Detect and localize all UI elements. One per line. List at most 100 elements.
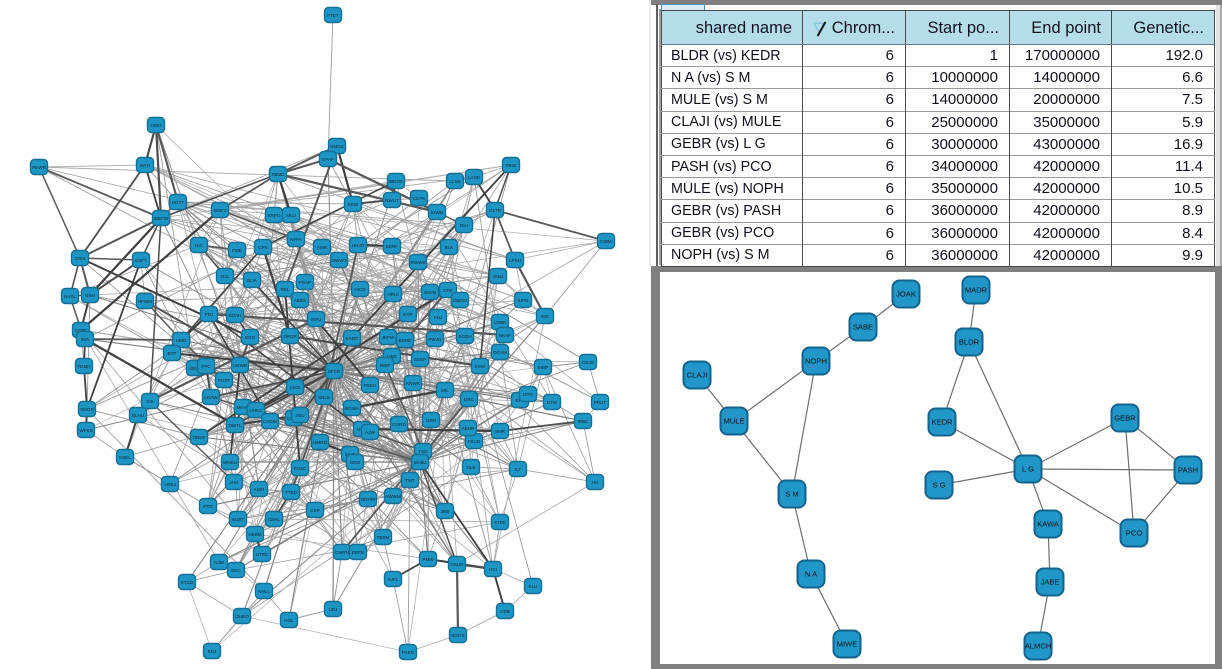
svg-text:BLHU: BLHU: [132, 413, 144, 418]
svg-text:KNWK: KNWK: [406, 381, 421, 386]
svg-text:HIC: HIC: [195, 243, 204, 248]
svg-text:PAKG: PAKG: [402, 650, 415, 655]
svg-text:EPAF: EPAF: [322, 157, 334, 162]
svg-text:PMW: PMW: [422, 557, 434, 562]
svg-text:EAP: EAP: [403, 312, 412, 317]
svg-text:AWWM: AWWM: [385, 494, 401, 499]
svg-text:BSRD: BSRD: [399, 338, 412, 343]
svg-text:S G: S G: [932, 481, 945, 490]
svg-text:ILT: ILT: [515, 467, 521, 472]
svg-text:HGL: HGL: [284, 618, 294, 623]
svg-text:HMRD: HMRD: [313, 440, 327, 445]
svg-text:UKWB: UKWB: [233, 363, 247, 368]
svg-text:MULE: MULE: [723, 417, 744, 426]
svg-text:FSUO: FSUO: [468, 439, 481, 444]
svg-text:IMA: IMA: [81, 337, 90, 342]
svg-text:JOAK: JOAK: [896, 290, 916, 299]
svg-text:NOPH: NOPH: [805, 357, 827, 366]
svg-text:CDB: CDB: [500, 609, 510, 614]
svg-text:TDMH: TDMH: [77, 364, 90, 369]
svg-text:RBIF: RBIF: [380, 363, 391, 368]
svg-text:LOBK: LOBK: [494, 320, 507, 325]
svg-text:PRUT: PRUT: [594, 400, 607, 405]
svg-text:AJW: AJW: [365, 430, 375, 435]
svg-text:DIU: DIU: [460, 223, 468, 228]
svg-text:GRH: GRH: [426, 418, 436, 423]
svg-text:EAMT: EAMT: [346, 336, 359, 341]
svg-text:NSN: NSN: [85, 293, 95, 298]
svg-text:DPG: DPG: [523, 392, 533, 397]
svg-text:PCO: PCO: [1126, 529, 1143, 538]
svg-text:DWOU: DWOU: [453, 298, 468, 303]
svg-text:OWWT: OWWT: [331, 258, 346, 263]
svg-text:SMR: SMR: [495, 429, 506, 434]
svg-text:EKC: EKC: [231, 568, 241, 573]
svg-text:MADR: MADR: [965, 286, 988, 295]
svg-text:TMT: TMT: [405, 478, 415, 483]
svg-text:HFWM: HFWM: [138, 299, 152, 304]
svg-text:MUJ: MUJ: [286, 213, 295, 218]
svg-text:CFE: CFE: [443, 288, 452, 293]
svg-text:IRBC: IRBC: [578, 419, 590, 424]
svg-text:OGAM: OGAM: [493, 350, 507, 355]
svg-text:LAND: LAND: [468, 175, 481, 180]
svg-text:JGU: JGU: [295, 413, 304, 418]
svg-text:STEK: STEK: [494, 520, 507, 525]
svg-text:CKP: CKP: [310, 508, 319, 513]
svg-text:BOWA: BOWA: [345, 406, 360, 411]
svg-text:FPC: FPC: [201, 364, 211, 369]
svg-text:SFCR: SFCR: [328, 369, 341, 374]
svg-text:KEDR: KEDR: [931, 418, 953, 427]
svg-text:LKOI: LKOI: [290, 385, 300, 390]
svg-text:KKW: KKW: [348, 202, 359, 207]
svg-text:NNLL: NNLL: [258, 589, 270, 594]
svg-text:MIL: MIL: [441, 388, 449, 393]
svg-text:RWWS: RWWS: [411, 260, 426, 265]
svg-text:JHG: JHG: [229, 480, 239, 485]
svg-text:BGO: BGO: [245, 335, 256, 340]
svg-text:OUEO: OUEO: [235, 614, 249, 619]
svg-text:TSG: TSG: [418, 449, 428, 454]
svg-text:IUWM: IUWM: [431, 210, 444, 215]
svg-text:HRUI: HRUI: [387, 292, 398, 297]
svg-text:SABE: SABE: [853, 323, 873, 332]
svg-text:CPS: CPS: [258, 245, 267, 250]
svg-text:CSPF: CSPF: [75, 328, 87, 333]
svg-text:LPSH: LPSH: [509, 258, 521, 263]
svg-text:SNLB: SNLB: [318, 395, 330, 400]
svg-text:KSKL: KSKL: [119, 455, 131, 460]
svg-text:GRO: GRO: [350, 460, 361, 465]
svg-text:NKAF: NKAF: [499, 333, 511, 338]
svg-text:AEBS: AEBS: [294, 298, 306, 303]
svg-text:CWM: CWM: [600, 239, 612, 244]
svg-text:PGTF: PGTF: [218, 378, 230, 383]
svg-text:WDOK: WDOK: [389, 179, 404, 184]
svg-text:FDJ: FDJ: [205, 312, 213, 317]
svg-text:EBI: EBI: [541, 314, 548, 319]
svg-text:SDEP: SDEP: [414, 357, 427, 362]
svg-text:AISR: AISR: [254, 487, 265, 492]
svg-text:FMD: FMD: [232, 248, 243, 253]
svg-text:UGTT: UGTT: [172, 200, 185, 205]
svg-text:JKFW: JKFW: [382, 335, 395, 340]
svg-text:IUPG: IUPG: [517, 298, 529, 303]
svg-text:UHKC: UHKC: [249, 408, 263, 413]
svg-text:EIBP: EIBP: [538, 365, 548, 370]
svg-text:HHJO: HHJO: [352, 243, 365, 248]
svg-text:KDJ: KDJ: [208, 649, 217, 654]
svg-text:S M: S M: [785, 490, 799, 499]
svg-text:ISPU: ISPU: [311, 317, 322, 322]
svg-text:KTCD: KTCD: [181, 580, 194, 585]
svg-text:ESFT: ESFT: [135, 258, 147, 263]
svg-text:SGGS: SGGS: [451, 633, 464, 638]
svg-text:CMRN: CMRN: [335, 550, 349, 555]
svg-text:HIJ: HIJ: [592, 480, 599, 485]
svg-text:AJFL: AJFL: [388, 577, 399, 582]
svg-text:TBSM: TBSM: [377, 535, 390, 540]
svg-text:MIWE: MIWE: [837, 640, 858, 649]
svg-text:IEJA: IEJA: [247, 278, 258, 283]
svg-text:JANJ: JANJ: [493, 274, 504, 279]
svg-text:GEBR: GEBR: [1114, 414, 1136, 423]
svg-text:KNJ: KNJ: [434, 315, 443, 320]
svg-text:NJM: NJM: [214, 560, 224, 565]
